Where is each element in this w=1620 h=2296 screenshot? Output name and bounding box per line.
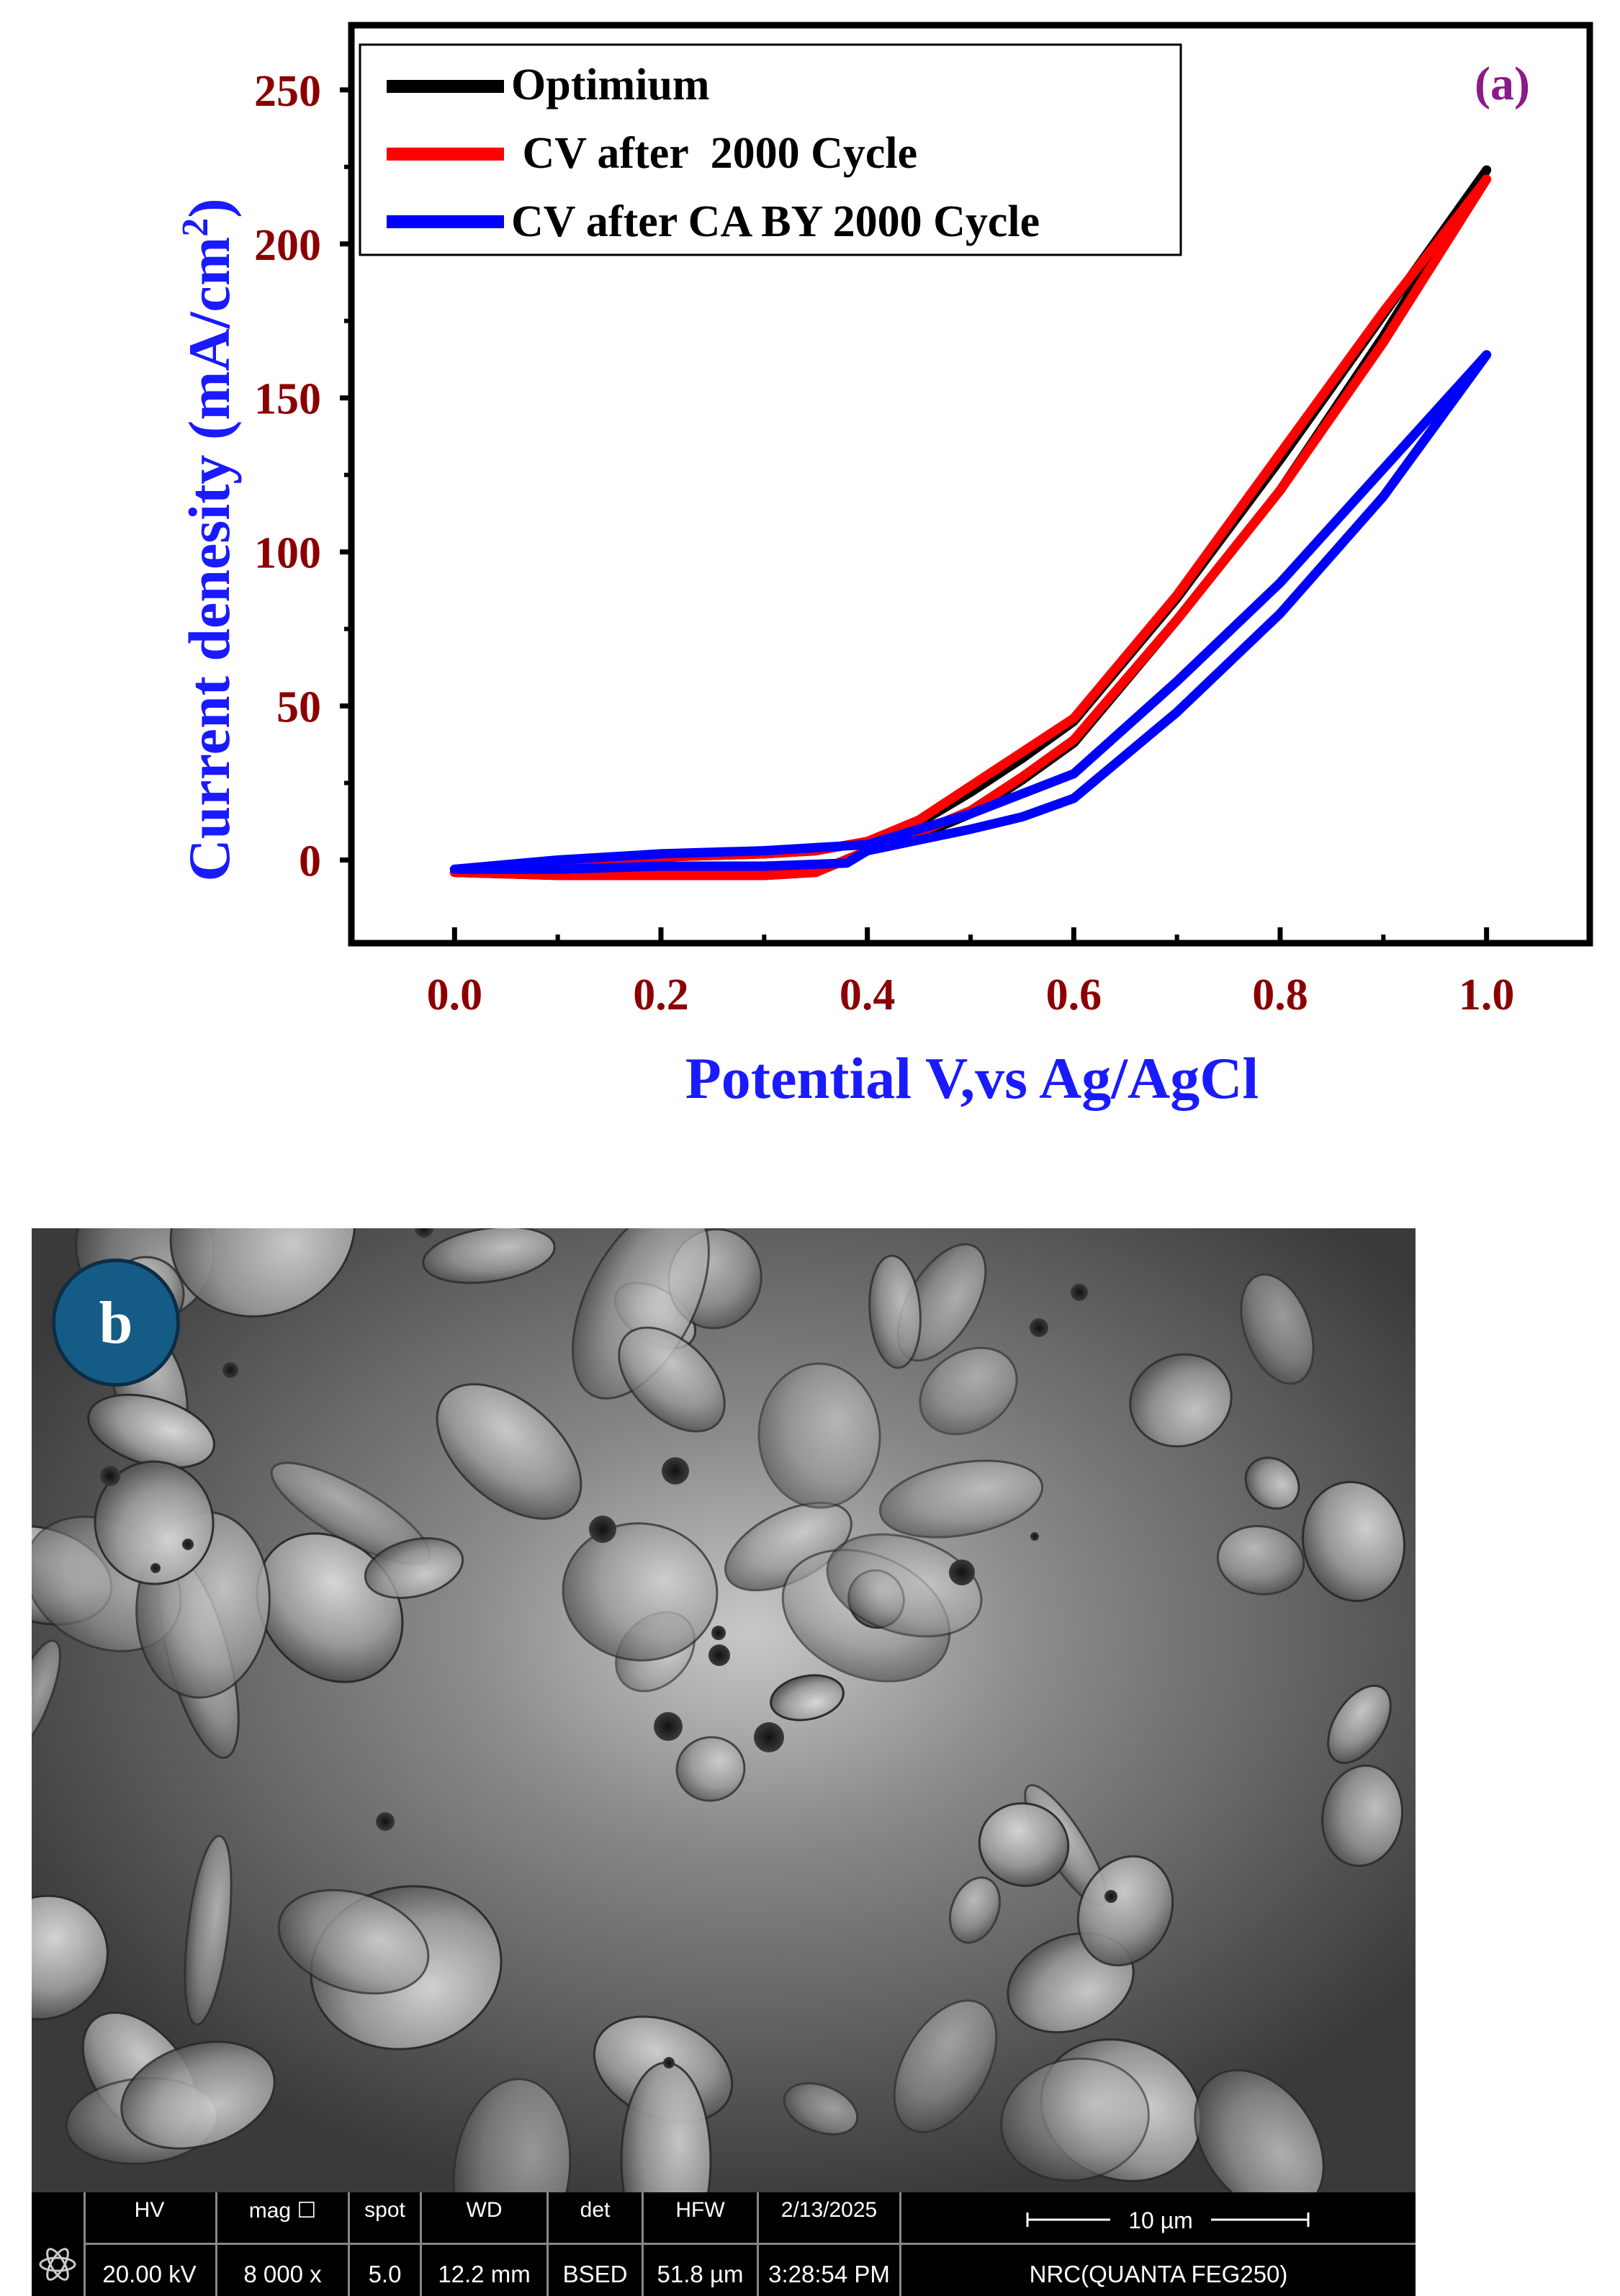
- sem-pore: [949, 1559, 975, 1585]
- sem-grain: [572, 1228, 710, 1400]
- sem-pore: [222, 1362, 238, 1378]
- y-tick-label: 150: [254, 375, 321, 424]
- y-tick-label: 250: [254, 67, 321, 116]
- sem-pore: [182, 1539, 194, 1550]
- x-axis-label: Potential V,vs Ag/AgCl: [685, 1045, 1259, 1111]
- sem-grain: [1000, 2057, 1150, 2182]
- sem-pore: [663, 2057, 675, 2068]
- cv-chart: 0 50 100 150 200 250 0.0 0.2 0.4 0.6 0.8 1.0 (a) O…: [175, 22, 1593, 1111]
- x-minor-ticks: [555, 935, 1592, 943]
- sem-grain: [919, 1346, 1018, 1436]
- databar-scale-section: 10 µm NRC(QUANTA FEG250): [901, 2192, 1416, 2296]
- sem-grain: [878, 1459, 1044, 1539]
- x-tick-label: 0.2: [633, 971, 689, 1019]
- sem-pore: [1030, 1318, 1048, 1337]
- x-tick-label: 0.4: [840, 971, 896, 1019]
- legend-label-cv-after-2000: CV after 2000 Cycle: [511, 129, 917, 178]
- sem-grain: [675, 1736, 746, 1802]
- databar-spot: spot 5.0: [350, 2192, 422, 2296]
- sem-grain: [184, 1834, 233, 2026]
- sem-grain: [169, 1228, 356, 1318]
- atom-icon: [32, 2192, 86, 2296]
- x-axis-ticks: 0.0 0.2 0.4 0.6 0.8 1.0: [427, 927, 1515, 1019]
- sem-grain: [770, 1674, 845, 1721]
- sem-grain: [757, 1362, 881, 1509]
- sem-grain: [562, 1522, 719, 1662]
- sem-grain: [1301, 1480, 1406, 1603]
- sem-pore: [654, 1712, 683, 1741]
- x-tick-label: 0.6: [1046, 971, 1102, 1019]
- sem-pore: [415, 1228, 433, 1238]
- panel-badge: b: [52, 1259, 180, 1387]
- plot-series: [449, 165, 1492, 881]
- sem-grain: [1194, 2068, 1325, 2192]
- x-tick-label: 1.0: [1459, 971, 1515, 1019]
- y-axis-label: Current denesity (mA/cm2): [175, 198, 242, 881]
- sem-pore: [754, 1722, 784, 1752]
- sem-grain: [1129, 1353, 1233, 1448]
- sem-grain: [94, 1460, 215, 1585]
- databar-instrument: NRC(QUANTA FEG250): [901, 2243, 1416, 2296]
- sem-grain: [868, 1254, 922, 1369]
- sem-grain: [783, 2082, 859, 2135]
- sem-grain: [120, 2040, 276, 2150]
- sem-pore: [589, 1516, 616, 1543]
- sem-grain: [1216, 1525, 1305, 1595]
- sem-grain: [277, 1888, 430, 1995]
- legend-label-cv-after-ca: CV after CA BY 2000 Cycle: [511, 197, 1040, 246]
- y-tick-label: 100: [254, 529, 321, 578]
- sem-grain: [893, 1999, 998, 2133]
- sem-grain: [1320, 1764, 1404, 1868]
- sem-pore: [708, 1644, 730, 1666]
- sem-grain: [32, 1894, 109, 2021]
- sem-micrograph-image: b: [32, 1228, 1416, 2192]
- sem-pore: [711, 1626, 726, 1640]
- databar-mag: mag ☐ 8 000 x: [217, 2192, 350, 2296]
- y-tick-label: 200: [254, 221, 321, 270]
- legend-label-optimium: Optimium: [511, 60, 710, 109]
- sem-grain: [436, 1383, 582, 1520]
- series-line-2: [449, 350, 1492, 874]
- sem-grain: [452, 2078, 572, 2192]
- sem-grain: [618, 1326, 726, 1433]
- databar-det: det BSED: [549, 2192, 644, 2296]
- sem-pore: [1071, 1284, 1088, 1301]
- sem-grain: [1076, 1855, 1174, 1967]
- x-tick-label: 0.0: [427, 971, 483, 1019]
- sem-pore: [1030, 1532, 1039, 1541]
- sem-grain: [826, 1533, 983, 1638]
- sem-pore: [1104, 1890, 1117, 1903]
- sem-grain: [32, 1639, 61, 1756]
- sem-databar: HV 20.00 kV mag ☐ 8 000 x spot 5.0 WD 12.2 m…: [32, 2192, 1416, 2296]
- sem-grain: [1327, 1684, 1392, 1765]
- sem-grain: [948, 1876, 1002, 1944]
- scale-bar-label: 10 µm: [1128, 2207, 1193, 2233]
- sem-grain: [422, 1228, 556, 1284]
- panel-label: (a): [1475, 58, 1530, 110]
- x-tick-label: 0.8: [1252, 971, 1308, 1019]
- databar-hfw: HFW 51.8 µm: [644, 2192, 759, 2296]
- y-tick-label: 0: [299, 837, 321, 886]
- databar-datetime: 2/13/2025 3:28:54 PM: [759, 2192, 901, 2296]
- sem-pore: [150, 1563, 161, 1573]
- sem-grain: [1244, 1457, 1300, 1510]
- y-axis-ticks: 0 50 100 150 200 250: [254, 67, 351, 886]
- y-minor-ticks: [344, 164, 351, 785]
- sem-grain: [364, 1537, 464, 1599]
- scale-bar: 10 µm: [901, 2198, 1416, 2241]
- legend: Optimium CV after 2000 Cycle CV after CA…: [359, 43, 1182, 256]
- sem-pore: [100, 1466, 120, 1486]
- y-tick-label: 50: [276, 683, 321, 732]
- databar-hv: HV 20.00 kV: [84, 2192, 217, 2296]
- sem-grain: [1240, 1273, 1315, 1385]
- sem-grain: [978, 1802, 1070, 1887]
- sem-pore: [376, 1812, 395, 1831]
- sem-micrograph-panel: b HV 20.00 kV mag ☐ 8 000 x spot 5.0 WD 12.2…: [32, 1228, 1416, 2296]
- databar-wd: WD 12.2 mm: [422, 2192, 549, 2296]
- sem-pore: [662, 1457, 689, 1485]
